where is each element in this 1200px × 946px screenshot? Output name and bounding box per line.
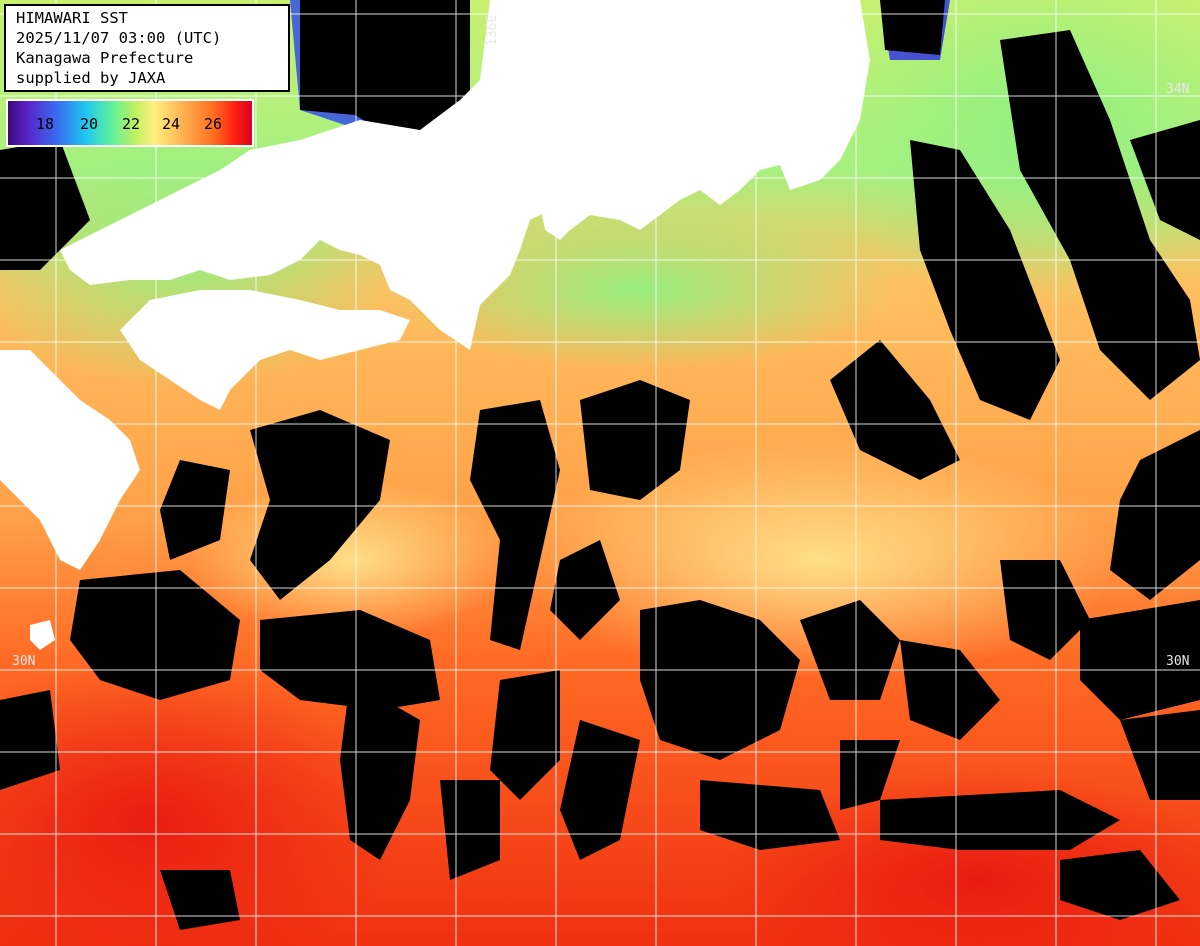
color-scale-legend: 18 20 22 24 26 [6,99,254,147]
legend-tick-20: 20 [80,115,99,133]
shikoku-land [120,290,410,410]
map-title: HIMAWARI SST [16,9,128,27]
small-island [30,620,55,650]
lat-label-34n-right: 34N [1166,82,1190,97]
kii-tip [540,200,575,240]
kyushu-land [0,350,140,570]
legend-tick-26: 26 [204,115,223,133]
legend-tick-24: 24 [162,115,181,133]
hot-water-south-west [0,660,410,946]
legend-tick-22: 22 [122,115,141,133]
legend-tick-18: 18 [36,115,55,133]
map-region: Kanagawa Prefecture [16,49,194,67]
map-datetime: 2025/11/07 03:00 (UTC) [16,29,222,47]
lon-label-136e: 136E [485,14,500,46]
info-box: HIMAWARI SST 2025/11/07 03:00 (UTC) Kana… [4,4,290,92]
map-credit: supplied by JAXA [16,69,166,87]
land [0,0,870,650]
lat-label-30n-left: 30N [12,654,36,669]
lat-label-30n-right: 30N [1166,654,1190,669]
honshu-land [60,0,870,350]
